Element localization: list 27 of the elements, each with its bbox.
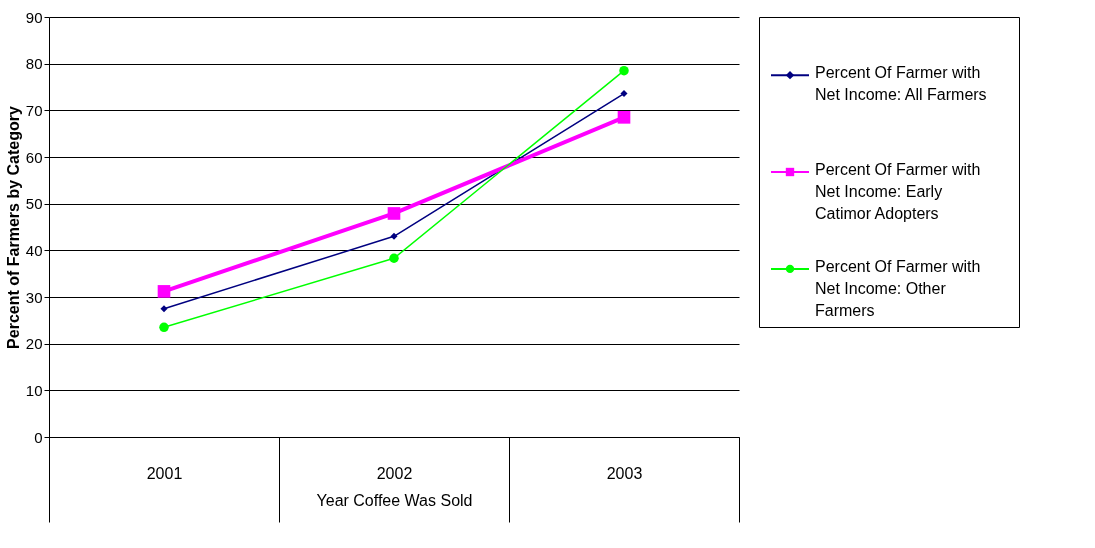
y-tick-label: 90 bbox=[25, 8, 43, 26]
point bbox=[160, 305, 168, 313]
point bbox=[619, 65, 629, 76]
point bbox=[617, 111, 631, 124]
legend-label: Percent Of Farmer with Net Income: Early Catimor Adopters bbox=[815, 161, 981, 222]
y-tick-label: 30 bbox=[25, 288, 43, 306]
point bbox=[390, 232, 398, 240]
y-tick-label: 0 bbox=[34, 428, 43, 446]
y-tick-label: 80 bbox=[25, 55, 43, 73]
y-tick-label: 50 bbox=[25, 195, 43, 213]
y-tick-label: 10 bbox=[25, 381, 43, 399]
y-tick-label: 60 bbox=[25, 148, 43, 166]
x-tick-label: 2003 bbox=[606, 464, 643, 482]
y-axis-title: Percent of Farmers by Category bbox=[4, 106, 22, 349]
x-tick-label: 2002 bbox=[376, 464, 413, 482]
y-tick-label: 70 bbox=[25, 101, 43, 119]
x-axis-title: Year Coffee Was Sold bbox=[316, 492, 473, 509]
point bbox=[387, 207, 401, 220]
legend-label: Percent Of Farmer with Net Income: Other Farmers bbox=[815, 257, 981, 319]
x-tick-label: 2001 bbox=[146, 464, 183, 482]
point bbox=[157, 285, 171, 298]
y-tick-label: 20 bbox=[25, 335, 43, 353]
point bbox=[620, 90, 628, 98]
y-tick-label: 40 bbox=[25, 241, 43, 259]
point bbox=[389, 253, 399, 263]
point bbox=[159, 322, 169, 333]
legend-label: Percent Of Farmer with Net Income: All Farmers bbox=[815, 64, 987, 104]
